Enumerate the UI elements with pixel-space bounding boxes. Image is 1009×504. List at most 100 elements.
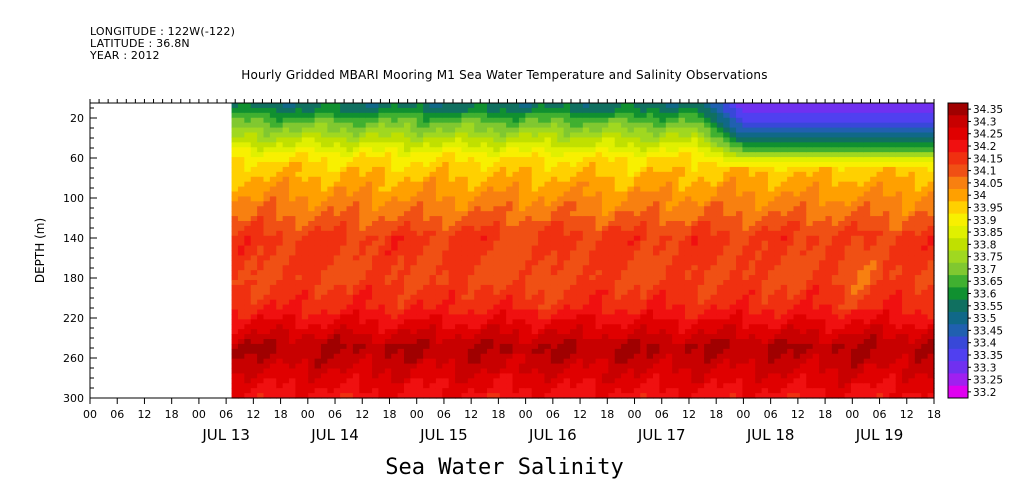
heatmap-cell: [237, 250, 245, 257]
heatmap-cell: [621, 147, 629, 153]
heatmap-cell: [308, 127, 316, 134]
heatmap-cell: [653, 339, 661, 345]
heatmap-cell: [320, 176, 328, 183]
heatmap-cell: [327, 230, 335, 237]
heatmap-cell: [237, 196, 245, 202]
heatmap-cell: [525, 235, 533, 242]
heatmap-cell: [423, 181, 431, 188]
heatmap-cell: [525, 393, 533, 399]
heatmap-cell: [710, 314, 718, 320]
heatmap-cell: [359, 289, 367, 296]
heatmap-cell: [646, 142, 654, 148]
heatmap-cell: [263, 191, 271, 198]
heatmap-cell: [582, 324, 590, 330]
heatmap-cell: [295, 314, 303, 320]
heatmap-cell: [467, 343, 475, 350]
heatmap-cell: [384, 166, 392, 173]
heatmap-cell: [423, 294, 431, 301]
heatmap-cell: [359, 245, 367, 252]
heatmap-cell: [237, 117, 245, 124]
heatmap-cell: [435, 373, 443, 379]
heatmap-cell: [684, 206, 692, 212]
heatmap-cell: [601, 142, 609, 148]
heatmap-cell: [678, 343, 686, 350]
heatmap-cell: [557, 157, 565, 163]
heatmap-cell: [614, 176, 622, 183]
heatmap-cell: [289, 250, 297, 257]
heatmap-cell: [416, 343, 424, 350]
heatmap-cell: [614, 304, 622, 311]
heatmap-cell: [314, 280, 322, 286]
heatmap-cell: [429, 378, 437, 384]
heatmap-cell: [742, 309, 750, 316]
heatmap-cell: [416, 368, 424, 375]
heatmap-cell: [665, 122, 673, 129]
heatmap-cell: [601, 137, 609, 143]
heatmap-cell: [352, 329, 360, 335]
heatmap-cell: [640, 191, 648, 198]
heatmap-cell: [276, 280, 284, 286]
heatmap-cell: [563, 373, 571, 379]
heatmap-cell: [665, 270, 673, 276]
heatmap-cell: [672, 157, 680, 163]
heatmap-cell: [659, 245, 667, 252]
heatmap-cell: [257, 206, 265, 212]
heatmap-cell: [244, 363, 252, 370]
longitude-label: LONGITUDE : 122W(-122): [90, 25, 236, 38]
heatmap-cell: [403, 393, 411, 399]
heatmap-cell: [308, 299, 316, 306]
heatmap-cell: [563, 348, 571, 355]
heatmap-cell: [403, 289, 411, 296]
heatmap-cell: [595, 122, 603, 129]
heatmap-cell: [448, 373, 456, 379]
heatmap-cell: [582, 270, 590, 276]
heatmap-cell: [665, 309, 673, 316]
heatmap-cell: [729, 127, 737, 134]
heatmap-cell: [340, 284, 348, 291]
heatmap-cell: [340, 343, 348, 350]
heatmap-cell: [308, 304, 316, 311]
heatmap-cell: [289, 245, 297, 252]
heatmap-cell: [461, 255, 469, 261]
heatmap-cell: [723, 339, 731, 345]
heatmap-cell: [729, 250, 737, 257]
heatmap-cell: [716, 211, 724, 217]
heatmap-cell: [295, 122, 303, 129]
heatmap-cell: [582, 275, 590, 281]
heatmap-cell: [365, 112, 373, 119]
heatmap-cell: [397, 186, 405, 193]
heatmap-cell: [397, 383, 405, 389]
heatmap-cell: [640, 230, 648, 237]
heatmap-cell: [633, 348, 641, 355]
heatmap-cell: [487, 388, 494, 394]
heatmap-cell: [442, 260, 450, 266]
heatmap-cell: [487, 191, 494, 198]
heatmap-cell: [697, 358, 705, 365]
heatmap-cell: [570, 270, 578, 276]
heatmap-cell: [518, 368, 526, 375]
heatmap-cell: [653, 353, 661, 360]
heatmap-cell: [244, 388, 252, 394]
heatmap-cell: [627, 250, 635, 257]
heatmap-cell: [416, 358, 424, 365]
heatmap-cell: [327, 152, 335, 158]
heatmap-cell: [518, 186, 526, 193]
heatmap-cell: [678, 240, 686, 247]
heatmap-cell: [736, 157, 744, 163]
heatmap-cell: [301, 334, 309, 340]
heatmap-cell: [327, 329, 335, 335]
heatmap-cell: [736, 107, 744, 114]
heatmap-cell: [550, 343, 558, 350]
heatmap-cell: [704, 260, 712, 266]
heatmap-cell: [320, 280, 328, 286]
heatmap-cell: [416, 324, 424, 330]
heatmap-cell: [716, 304, 724, 311]
heatmap-cell: [736, 147, 744, 153]
heatmap-cell: [538, 324, 546, 330]
heatmap-cell: [659, 393, 667, 399]
heatmap-cell: [314, 363, 322, 370]
heatmap-cell: [314, 166, 322, 173]
heatmap-cell: [736, 363, 744, 370]
heatmap-cell: [576, 206, 584, 212]
heatmap-cell: [672, 324, 680, 330]
